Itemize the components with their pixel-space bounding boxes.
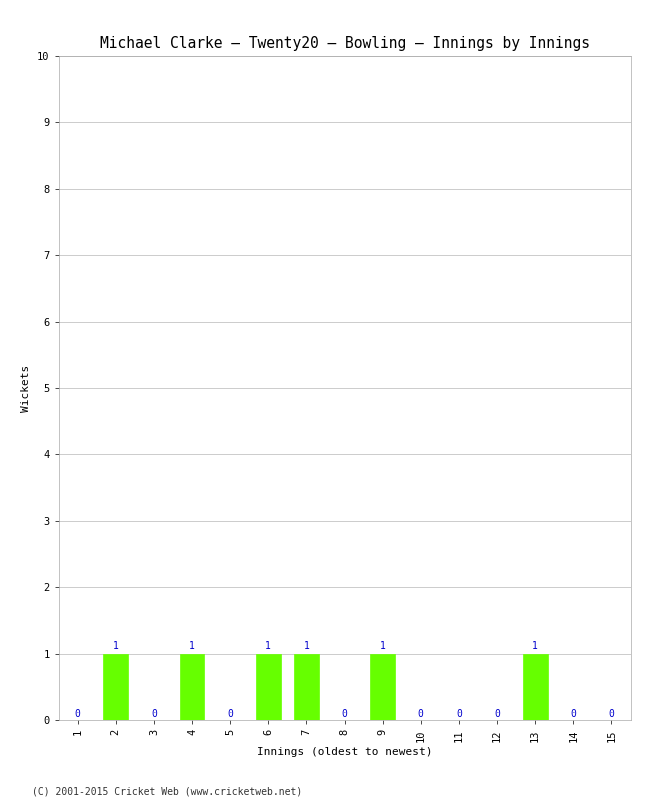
Bar <box>256 654 281 720</box>
Text: 0: 0 <box>570 709 577 719</box>
X-axis label: Innings (oldest to newest): Innings (oldest to newest) <box>257 747 432 757</box>
Text: 0: 0 <box>456 709 462 719</box>
Title: Michael Clarke – Twenty20 – Bowling – Innings by Innings: Michael Clarke – Twenty20 – Bowling – In… <box>99 36 590 50</box>
Text: 0: 0 <box>151 709 157 719</box>
Text: 0: 0 <box>494 709 500 719</box>
Bar <box>179 654 204 720</box>
Y-axis label: Wickets: Wickets <box>21 364 31 412</box>
Text: 1: 1 <box>380 641 385 651</box>
Text: (C) 2001-2015 Cricket Web (www.cricketweb.net): (C) 2001-2015 Cricket Web (www.cricketwe… <box>32 786 303 796</box>
Bar <box>294 654 318 720</box>
Text: 1: 1 <box>265 641 271 651</box>
Bar <box>103 654 128 720</box>
Bar <box>523 654 547 720</box>
Text: 1: 1 <box>189 641 195 651</box>
Text: 0: 0 <box>418 709 424 719</box>
Text: 1: 1 <box>112 641 119 651</box>
Text: 0: 0 <box>75 709 81 719</box>
Text: 0: 0 <box>227 709 233 719</box>
Text: 0: 0 <box>341 709 348 719</box>
Text: 1: 1 <box>532 641 538 651</box>
Text: 1: 1 <box>304 641 309 651</box>
Bar <box>370 654 395 720</box>
Text: 0: 0 <box>608 709 614 719</box>
